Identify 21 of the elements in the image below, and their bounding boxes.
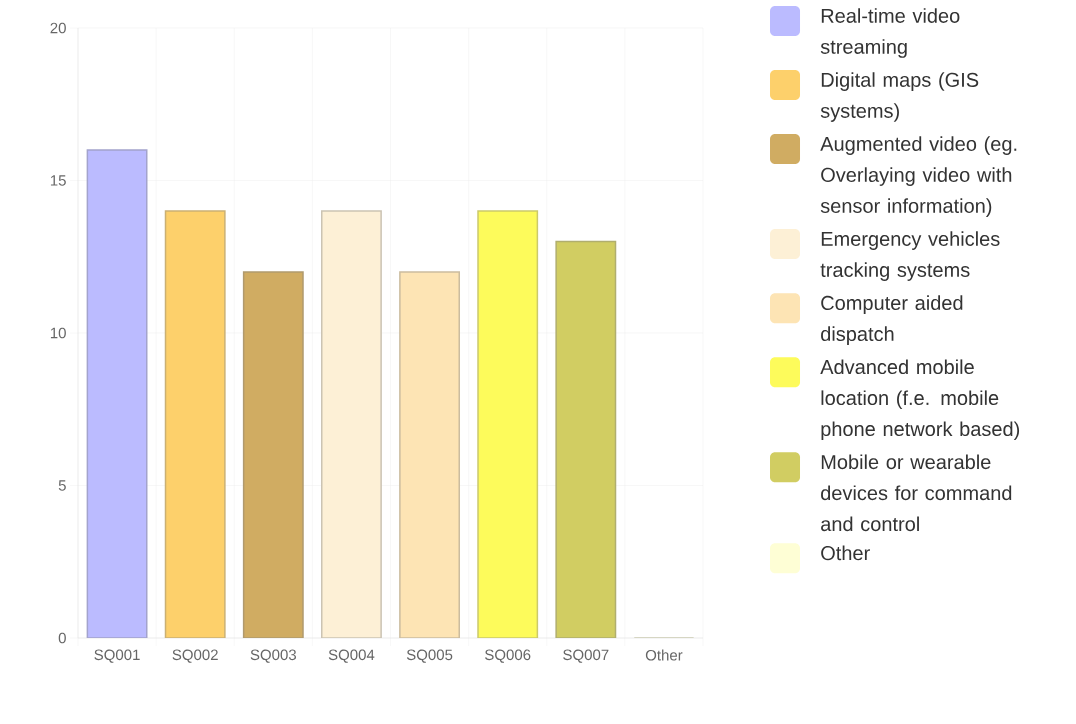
- x-tick-label: SQ005: [406, 649, 453, 663]
- x-tick-label: Other: [645, 649, 683, 661]
- legend-label: Emergency vehicles tracking systems: [820, 231, 1000, 281]
- x-tick-label: SQ003: [250, 649, 297, 663]
- y-tick-label: 10: [50, 327, 66, 339]
- legend-label: Augmented video (eg. Overlaying video with sensor information): [820, 136, 1017, 217]
- legend-label: Advanced mobile location (f.e. mobile phone network based): [820, 359, 1020, 441]
- x-tick-label: SQ002: [172, 649, 218, 663]
- y-tick-label: 0: [58, 632, 66, 644]
- legend-label: Digital maps (GIS systems): [820, 72, 979, 122]
- legend-label: Mobile or wearable devices for command and control: [821, 454, 1012, 532]
- legend-label: Other: [821, 545, 870, 561]
- x-tick-label: SQ006: [485, 649, 531, 663]
- x-tick-label: SQ001: [94, 649, 140, 663]
- x-tick-label: SQ007: [563, 649, 609, 663]
- y-tick-label: 20: [50, 22, 66, 34]
- x-tick-label: SQ004: [328, 649, 375, 663]
- y-tick-label: 5: [58, 480, 66, 491]
- legend-label: Real-time video streaming: [820, 8, 960, 58]
- y-tick-label: 15: [50, 175, 66, 186]
- legend-label: Computer aided dispatch: [821, 295, 963, 345]
